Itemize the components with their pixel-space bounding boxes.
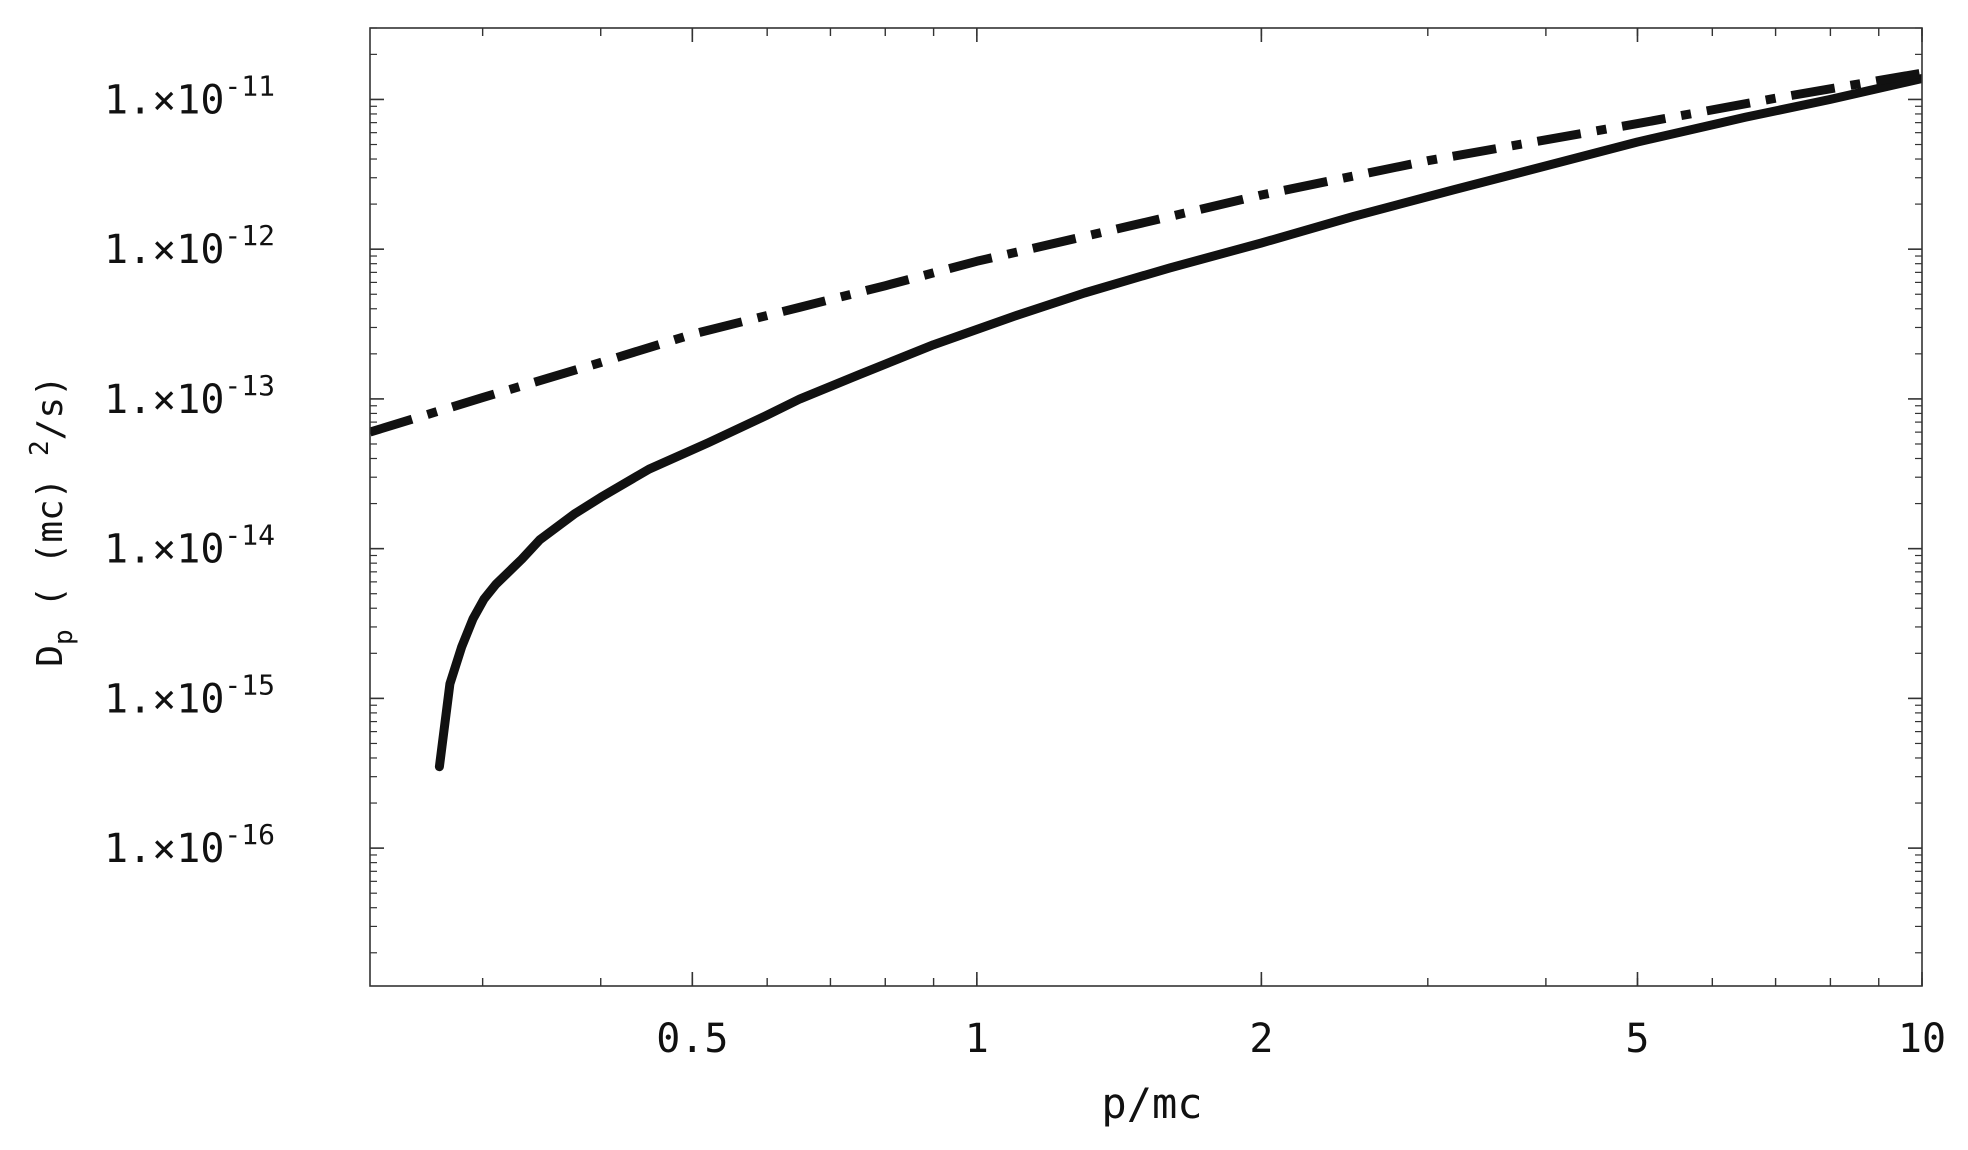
- x-axis-label: p/mc: [1101, 1079, 1202, 1128]
- y-axis-label-subscript: p: [49, 629, 79, 645]
- y-tick-label: 1.×10-15: [104, 668, 275, 722]
- x-tick-labels: 0.5 1 2 5 10: [656, 1016, 1946, 1062]
- x-tick-label: 10: [1898, 1016, 1946, 1062]
- x-tick-label: 2: [1249, 1016, 1273, 1062]
- y-axis-label: Dp ( (mc) 2/s): [25, 375, 79, 666]
- dash-dot-series-line: [370, 68, 1922, 437]
- y-tick-label: 1.×10-13: [104, 369, 275, 423]
- y-axis-label-unit-prefix: ( (mc): [30, 456, 71, 629]
- solid-series-line: [434, 74, 1922, 772]
- y-tick-labels: 1.×10-11 1.×10-12 1.×10-13 1.×10-14 1.×10-15…: [104, 69, 275, 872]
- y-tick-label: 1.×10-14: [104, 519, 275, 573]
- series-layer: [370, 68, 1922, 772]
- y-axis-label-main: D: [30, 645, 71, 667]
- y-axis-label-unit-exponent: 2: [25, 440, 55, 456]
- plot-frame: [369, 27, 1923, 987]
- major-ticks: [370, 28, 1923, 986]
- y-tick-label: 1.×10-12: [104, 219, 275, 273]
- y-tick-label: 1.×10-11: [104, 69, 275, 123]
- x-tick-label: 1: [965, 1016, 989, 1062]
- y-axis-label-unit-suffix: /s): [30, 375, 71, 440]
- x-tick-label: 5: [1625, 1016, 1649, 1062]
- y-tick-label: 1.×10-16: [104, 818, 275, 872]
- x-tick-label: 0.5: [656, 1016, 728, 1062]
